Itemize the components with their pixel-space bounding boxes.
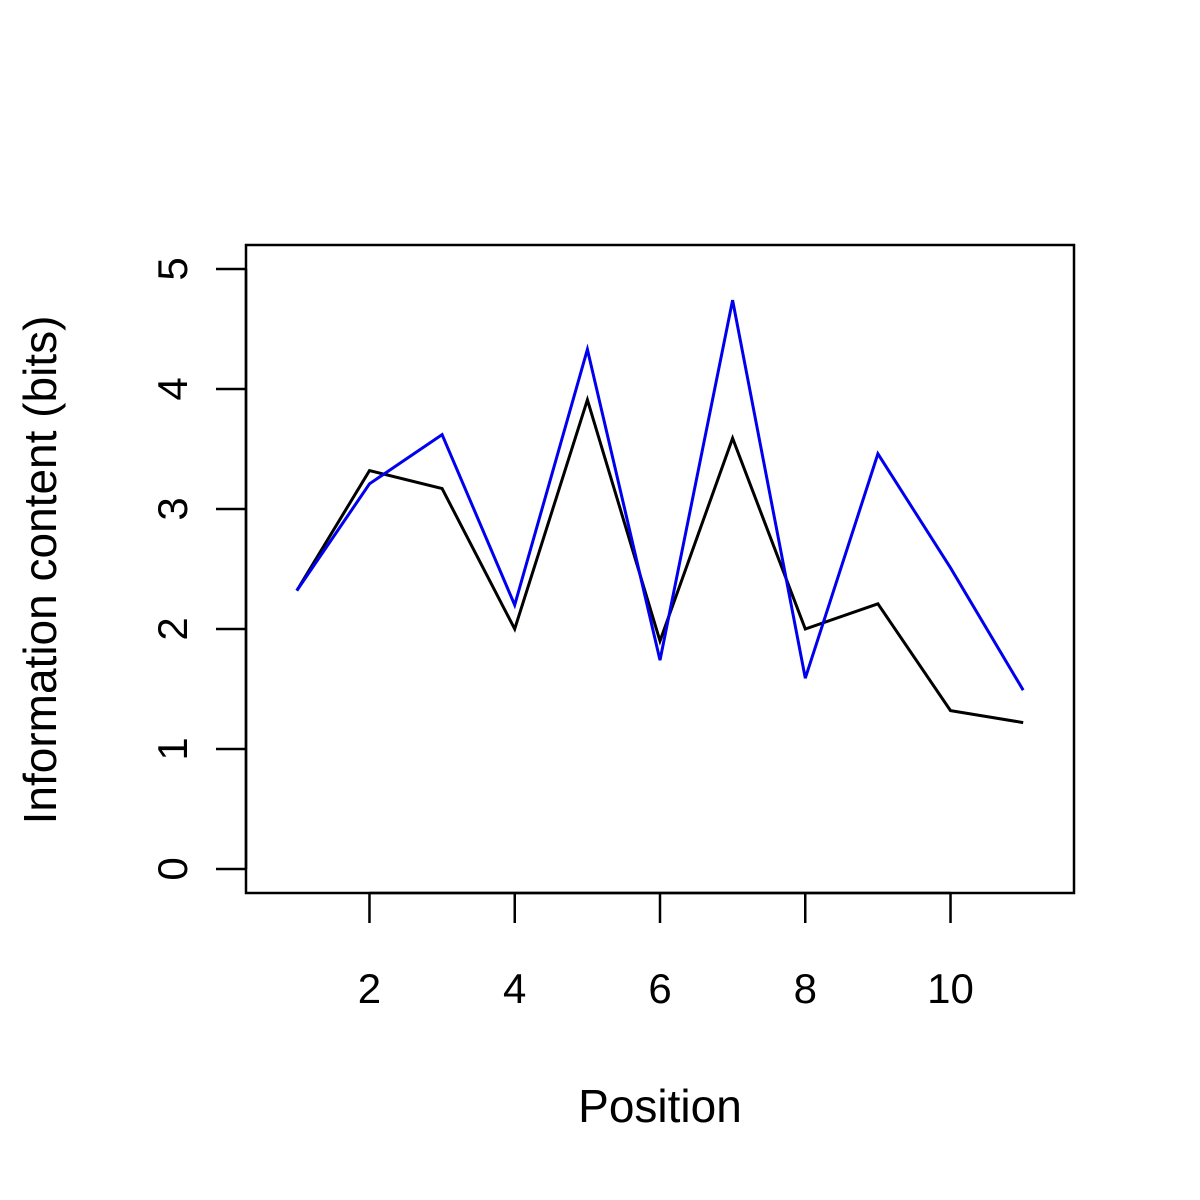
y-tick-label: 4: [149, 377, 196, 400]
series-line-1: [295, 394, 1024, 725]
x-axis: 2 4 6 8 10: [358, 891, 974, 1012]
y-axis-label: Information content (bits): [14, 316, 66, 825]
x-tick-label: 4: [503, 965, 526, 1012]
x-tick-label: 8: [794, 965, 817, 1012]
x-tick-label: 6: [648, 965, 671, 1012]
y-tick-label: 1: [149, 737, 196, 760]
y-tick-label: 3: [149, 497, 196, 520]
y-tick-label: 2: [149, 617, 196, 640]
y-tick-label: 5: [149, 257, 196, 280]
x-axis-label: Position: [578, 1080, 742, 1132]
series-line-2: [295, 299, 1025, 691]
y-tick-label: 0: [149, 857, 196, 880]
x-tick-label: 10: [927, 965, 974, 1012]
x-tick-label: 2: [358, 965, 381, 1012]
series-layer: [295, 299, 1025, 725]
plot-frame: [244, 243, 1076, 895]
